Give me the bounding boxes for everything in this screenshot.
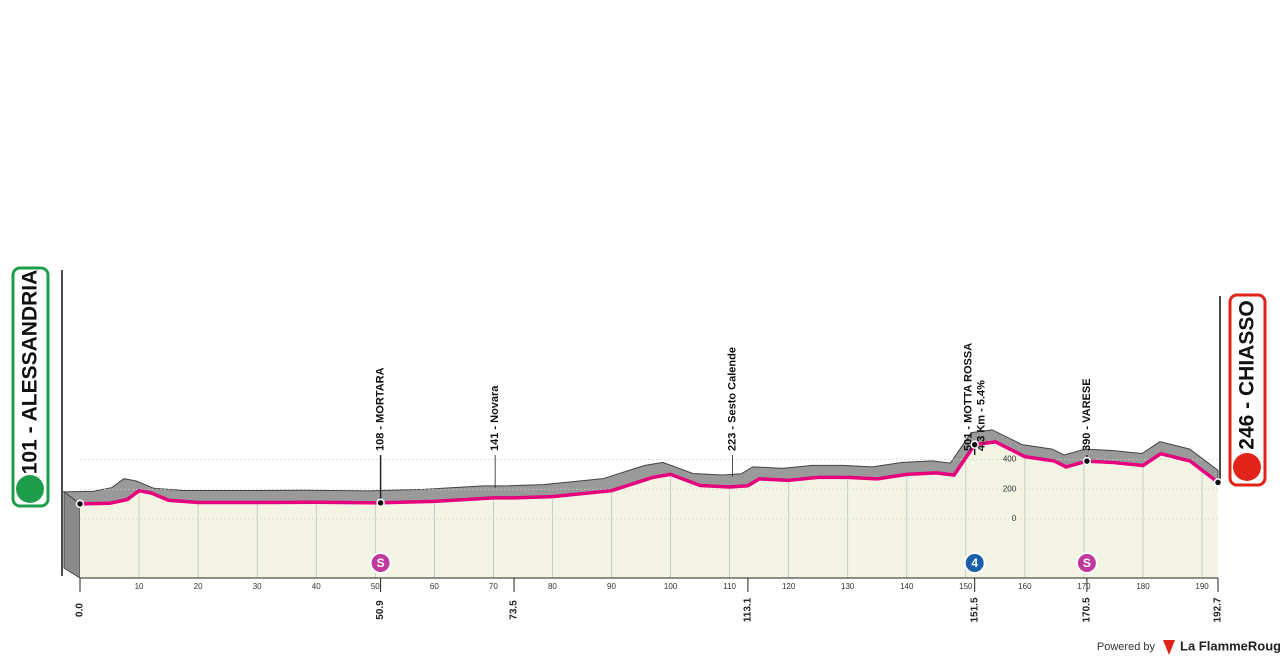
x-tick-label: 190	[1195, 582, 1209, 591]
km-marker-label: 170.5	[1082, 597, 1093, 622]
x-tick-label: 100	[664, 582, 678, 591]
x-tick-label: 180	[1136, 582, 1150, 591]
place-dot	[376, 498, 385, 508]
place-label: 223 - Sesto Calende	[726, 347, 738, 451]
x-tick-label: 10	[135, 582, 144, 591]
y-tick-label: 0	[1012, 514, 1017, 523]
km-marker-label: 113.1	[743, 597, 754, 622]
x-tick-label: 170	[1077, 582, 1091, 591]
x-tick-label: 160	[1018, 582, 1032, 591]
profile-area	[80, 441, 1218, 578]
intermediate-label: S	[1083, 556, 1091, 570]
place-note: 4.3 Km - 5.4%	[976, 380, 988, 451]
x-tick-label: 30	[253, 582, 262, 591]
intermediate-label: S	[377, 556, 385, 570]
x-tick-label: 150	[959, 582, 973, 591]
end-dot	[75, 499, 85, 509]
credit: Powered by	[1097, 641, 1156, 653]
start-icon	[16, 475, 44, 503]
start-badge	[11, 266, 50, 508]
km-marker-label: 151.5	[969, 597, 980, 622]
profile-line	[79, 440, 1220, 506]
y-tick-label: 200	[1003, 484, 1017, 493]
place-label: 501 - MOTTA ROSSA	[963, 343, 975, 451]
place-dot	[1082, 456, 1092, 466]
place-label: 390 - VARESE	[1081, 378, 1093, 451]
x-tick-label: 60	[430, 582, 439, 591]
x-tick-label: 110	[723, 582, 736, 591]
brand: La FlammeRouge	[1180, 638, 1280, 653]
end-dot	[1213, 478, 1223, 487]
x-tick-label: 20	[194, 582, 203, 591]
brand-logo	[1163, 640, 1175, 655]
km-marker-label: 0.0	[75, 603, 86, 617]
y-tick-label: 400	[1003, 455, 1017, 464]
km-marker-label: 50.9	[375, 600, 386, 620]
finish-icon	[1233, 453, 1261, 481]
place-label: 141 - Novara	[489, 385, 501, 451]
x-tick-label: 80	[548, 582, 557, 591]
intermediate-icon	[963, 552, 986, 574]
start-label: 101 - ALESSANDRIA	[19, 270, 42, 475]
place-label: 108 - MORTARA	[374, 367, 386, 451]
finish-label: 246 - CHIASSO	[1236, 300, 1259, 449]
x-tick-label: 90	[607, 582, 616, 591]
intermediate-label: 4	[971, 556, 978, 570]
intermediate-icon	[369, 552, 392, 574]
km-marker-label: 192.7	[1213, 597, 1224, 622]
finish-badge	[1228, 293, 1267, 487]
intermediate-icon	[1075, 552, 1098, 574]
x-tick-label: 130	[841, 582, 855, 591]
place-dot	[970, 440, 979, 449]
x-tick-label: 70	[489, 582, 498, 591]
x-tick-label: 120	[782, 582, 796, 591]
x-tick-label: 40	[312, 582, 321, 591]
x-tick-label: 50	[371, 582, 380, 591]
km-marker-label: 73.5	[509, 600, 520, 620]
x-tick-label: 140	[900, 582, 914, 591]
